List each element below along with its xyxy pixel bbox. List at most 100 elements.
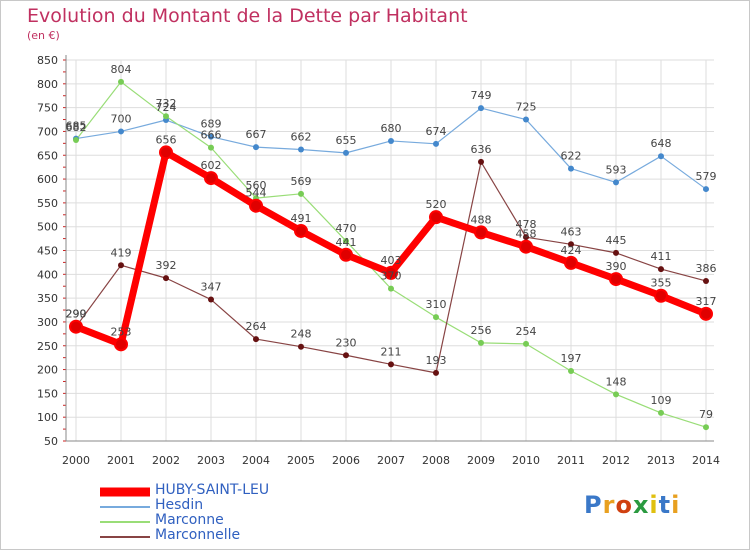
data-label: 197 (561, 352, 582, 365)
data-point (343, 352, 349, 359)
y-tick-label: 300 (37, 316, 58, 329)
y-tick-label: 800 (37, 78, 58, 91)
logo-letter: i (671, 491, 681, 519)
data-label: 441 (336, 236, 357, 249)
data-label: 544 (246, 187, 267, 200)
data-point (384, 265, 398, 280)
y-tick-label: 750 (37, 102, 58, 115)
x-tick-label: 2008 (422, 454, 450, 467)
data-label: 520 (426, 198, 447, 211)
data-point (208, 296, 214, 303)
data-point (564, 255, 578, 270)
y-tick-label: 700 (37, 125, 58, 138)
data-label: 109 (651, 394, 672, 407)
data-label: 689 (201, 118, 222, 131)
data-label: 386 (696, 262, 717, 275)
data-point (609, 272, 623, 287)
x-tick-label: 2000 (62, 454, 90, 467)
data-label: 732 (156, 97, 177, 110)
data-label: 680 (381, 122, 402, 135)
data-point (339, 247, 353, 262)
legend-swatch (100, 535, 150, 538)
legend-swatch (100, 520, 150, 523)
data-label: 636 (471, 143, 492, 156)
data-point (478, 339, 484, 346)
data-label: 648 (651, 137, 672, 150)
y-tick-label: 100 (37, 411, 58, 424)
data-point (654, 288, 668, 303)
data-point (118, 262, 124, 269)
data-point (343, 149, 349, 156)
data-point (163, 275, 169, 282)
data-point (163, 113, 169, 120)
data-label: 674 (426, 125, 447, 138)
data-label: 411 (651, 250, 672, 263)
data-point (298, 190, 304, 197)
data-point (298, 343, 304, 350)
data-point (658, 409, 664, 416)
data-label: 749 (471, 89, 492, 102)
legend-label: Marconnelle (155, 527, 241, 543)
data-label: 478 (516, 218, 537, 231)
data-label: 211 (381, 345, 402, 358)
y-tick-label: 350 (37, 292, 58, 305)
data-label: 488 (471, 213, 492, 226)
data-label: 347 (201, 281, 222, 294)
x-tick-label: 2004 (242, 454, 270, 467)
data-point (523, 340, 529, 347)
data-label: 193 (426, 354, 447, 367)
data-label: 685 (66, 120, 87, 133)
data-point (613, 179, 619, 186)
data-label: 662 (291, 131, 312, 144)
data-point (703, 277, 709, 284)
y-tick-label: 400 (37, 268, 58, 281)
data-label: 463 (561, 225, 582, 238)
y-tick-label: 250 (37, 340, 58, 353)
data-point (114, 337, 128, 352)
legend-label: Marconne (155, 512, 224, 528)
y-tick-label: 650 (37, 149, 58, 162)
data-label: 682 (66, 121, 87, 134)
data-label: 667 (246, 128, 267, 141)
data-point (118, 78, 124, 85)
data-label: 148 (606, 375, 627, 388)
data-label: 403 (381, 254, 402, 267)
logo-letter: i (649, 491, 659, 519)
data-point (478, 158, 484, 165)
data-label: 253 (111, 325, 132, 338)
data-label: 458 (516, 228, 537, 241)
logo-letter: o (615, 491, 633, 519)
data-label: 424 (561, 244, 582, 257)
data-label: 491 (291, 212, 312, 225)
legend-label: HUBY-SAINT-LEU (155, 482, 270, 498)
legend-swatch (100, 505, 150, 508)
data-point (204, 171, 218, 186)
legend-swatch (100, 487, 150, 496)
x-tick-label: 2006 (332, 454, 360, 467)
data-point (474, 225, 488, 240)
x-tick-label: 2007 (377, 454, 405, 467)
data-point (118, 128, 124, 135)
legend-label: Hesdin (155, 497, 204, 513)
data-label: 724 (156, 101, 177, 114)
data-label: 79 (699, 408, 713, 421)
data-point (294, 223, 308, 238)
data-point (69, 319, 83, 334)
data-point (703, 186, 709, 193)
logo-letter: P (584, 491, 603, 519)
y-tick-label: 500 (37, 221, 58, 234)
data-label: 470 (336, 222, 357, 235)
data-label: 725 (516, 101, 537, 114)
data-point (429, 210, 443, 225)
chart-title: Evolution du Montant de la Dette par Hab… (27, 5, 468, 27)
data-point (208, 144, 214, 151)
data-point (523, 234, 529, 241)
data-point (523, 116, 529, 123)
data-point (658, 153, 664, 160)
data-label: 290 (66, 308, 87, 321)
data-label: 419 (111, 246, 132, 259)
data-point (388, 137, 394, 144)
data-label: 355 (651, 277, 672, 290)
data-label: 602 (201, 159, 222, 172)
